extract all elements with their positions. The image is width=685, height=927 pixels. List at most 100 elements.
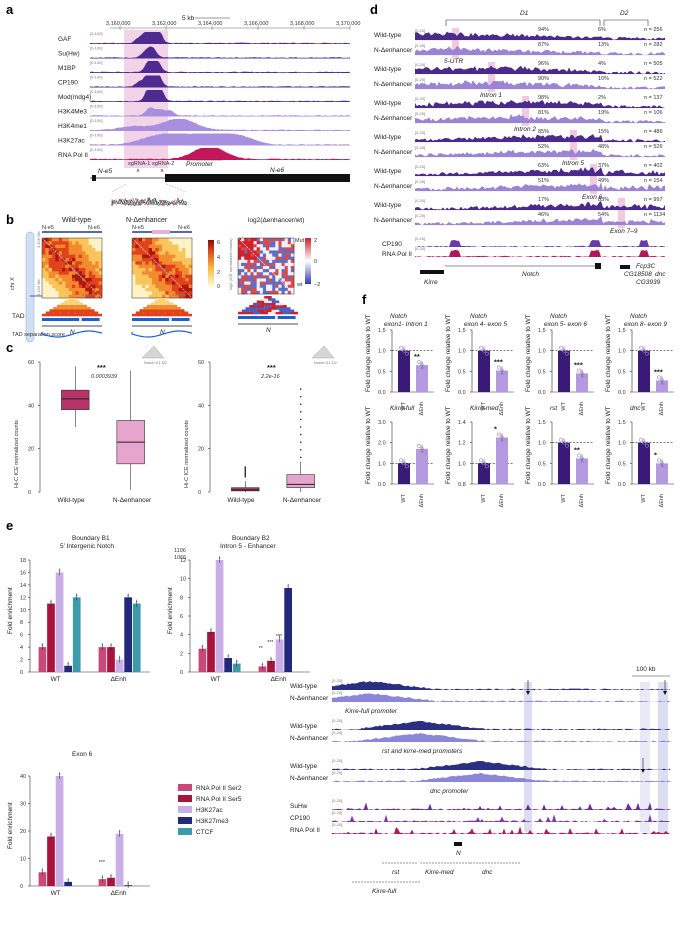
heat-cell	[45, 294, 49, 299]
ratio-cell	[256, 238, 261, 242]
mut-heatmap-title: N-Δenhancer	[126, 217, 168, 224]
panel-label-a: a	[6, 2, 14, 17]
heat-cell	[95, 244, 99, 249]
heat-cell	[65, 278, 69, 282]
replicate-point	[399, 345, 403, 350]
ratio-cell	[241, 262, 245, 267]
data-point	[201, 645, 204, 648]
ratio-cell	[278, 290, 282, 295]
significance: *	[654, 450, 657, 459]
row-label: Wild-type	[374, 32, 401, 39]
y-tick-label: 1.0	[458, 349, 466, 355]
tad-cell	[268, 298, 276, 301]
data-point	[67, 879, 69, 881]
heat-cell	[132, 264, 136, 269]
replicate-point	[645, 443, 649, 448]
ratio-tick: 0	[314, 259, 317, 265]
pvalue: 0.0003939	[91, 374, 117, 380]
heat-cell	[48, 261, 53, 265]
colorbar-label: log2 (ICE normalized counts)	[228, 238, 233, 290]
tad-cell	[60, 311, 69, 315]
ratio-cell	[269, 238, 273, 242]
heat-cell	[162, 271, 166, 275]
bar	[638, 350, 650, 392]
heat-cell	[95, 288, 99, 292]
replicate-point	[485, 351, 489, 356]
heat-cell	[75, 274, 79, 279]
heat-cell	[148, 258, 153, 262]
heat-cell	[82, 291, 86, 295]
ratio-cell	[269, 272, 273, 276]
row-label: N-Δenhancer	[374, 81, 413, 88]
tad-cell	[57, 313, 65, 317]
bar	[478, 350, 490, 392]
heat-cell	[72, 258, 76, 262]
heat-cell	[52, 284, 56, 289]
y-tick-label: 1.0	[538, 349, 546, 355]
heat-cell	[98, 268, 103, 272]
track-label: SuHw	[290, 803, 308, 810]
ratio-cell	[247, 238, 251, 242]
row-label: Wild-type	[374, 168, 401, 175]
heat-cell	[162, 254, 166, 259]
ratio-cell	[281, 272, 285, 276]
heat-cell	[88, 278, 93, 282]
heat-cell	[82, 261, 86, 265]
heat-cell	[58, 251, 63, 255]
ratio-cell	[247, 253, 251, 257]
heat-cell	[98, 291, 103, 295]
tad-cell	[147, 304, 155, 308]
ratio-bottom-label: wt	[296, 282, 303, 288]
ratio-cell	[262, 241, 267, 245]
replicate-point	[580, 371, 584, 376]
heat-cell	[78, 251, 83, 255]
data-point	[118, 656, 121, 659]
y-tick-label: 1.5	[618, 420, 626, 426]
ratio-cell	[287, 259, 292, 264]
ratio-cell	[241, 259, 245, 264]
ratio-cell	[241, 278, 245, 282]
sgrna-2-arrow: ∧	[160, 168, 164, 174]
heat-cell	[158, 274, 163, 279]
tad-cell	[249, 305, 257, 308]
heat-cell	[182, 281, 186, 285]
heat-cell	[55, 244, 59, 249]
ratio-cell	[281, 238, 285, 242]
heat-cell	[145, 274, 149, 279]
ratio-cell	[259, 262, 264, 267]
ratio-cell	[253, 269, 257, 273]
ratio-cell	[262, 281, 267, 285]
heat-cell	[98, 251, 103, 255]
heat-cell	[92, 274, 96, 279]
ratio-cell	[284, 272, 289, 276]
heat-cell	[132, 254, 136, 259]
heat-cell	[78, 291, 83, 295]
colorbar-ratio	[305, 238, 311, 284]
heat-cell	[135, 244, 139, 249]
heat-cell	[178, 274, 183, 279]
chromosome-label: chr X	[10, 277, 16, 290]
ratio-cell	[266, 272, 270, 276]
ratio-cell	[256, 244, 261, 248]
heat-cell	[78, 271, 83, 275]
heat-cell	[52, 281, 56, 285]
heat-cell	[72, 261, 76, 265]
heat-cell	[95, 291, 99, 295]
heat-cell	[58, 264, 63, 269]
heat-cell	[158, 284, 163, 289]
replicate-point	[497, 365, 501, 370]
ratio-cell	[238, 247, 242, 251]
row-label: N-Δenhancer	[374, 115, 413, 122]
heat-cell	[132, 284, 136, 289]
category-label: WT	[481, 401, 487, 410]
heat-cell	[142, 241, 146, 245]
heat-cell	[52, 251, 56, 255]
heat-cell	[145, 278, 149, 282]
heat-cell	[168, 288, 173, 292]
heat-cell	[95, 274, 99, 279]
heat-cell	[182, 284, 186, 289]
heat-cell	[42, 258, 46, 262]
ratio-cell	[272, 284, 276, 289]
heat-cell	[132, 261, 136, 265]
heat-cell	[92, 244, 96, 249]
